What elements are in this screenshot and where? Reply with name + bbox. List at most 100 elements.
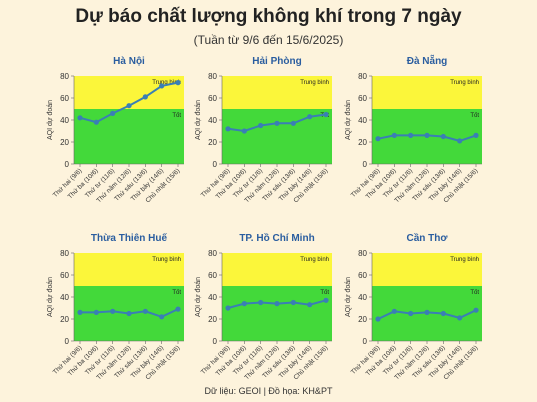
zone-moderate-band xyxy=(372,76,482,109)
data-point xyxy=(175,306,181,312)
y-tick-label: 80 xyxy=(208,249,217,258)
y-tick-label: 0 xyxy=(65,337,70,346)
data-point xyxy=(159,83,165,89)
chart-panel: TP. Hồ Chí Minh Trung bình Tốt 0 20 40 60 80 AQI… xyxy=(195,232,332,381)
y-tick-label: 0 xyxy=(65,160,70,169)
data-point xyxy=(290,120,296,126)
data-point xyxy=(323,297,329,303)
y-tick-label: 60 xyxy=(60,271,69,280)
zone-moderate-band xyxy=(74,253,184,286)
data-point xyxy=(473,307,479,313)
y-axis-label: AQI dự đoán xyxy=(195,100,202,140)
data-point xyxy=(391,308,397,314)
data-point xyxy=(258,299,264,306)
zone-moderate-label: Trung bình xyxy=(152,80,181,86)
y-axis-label: AQI dự đoán xyxy=(47,277,54,317)
zone-moderate-band xyxy=(372,253,482,286)
y-tick-label: 0 xyxy=(363,160,368,169)
y-tick-label: 80 xyxy=(358,72,367,81)
data-point xyxy=(159,314,165,320)
y-tick-label: 20 xyxy=(208,138,217,147)
chart-title: Thừa Thiên Huế xyxy=(91,232,168,244)
y-tick-label: 80 xyxy=(358,249,367,258)
chart-panel: Thừa Thiên Huế Trung bình Tốt 0 20 40 60 80 AQI … xyxy=(47,232,184,381)
data-point xyxy=(241,128,247,134)
data-point xyxy=(225,126,231,132)
y-tick-label: 60 xyxy=(208,271,217,280)
y-tick-label: 60 xyxy=(358,271,367,280)
data-point xyxy=(290,299,296,306)
y-tick-label: 40 xyxy=(208,293,217,302)
y-tick-label: 20 xyxy=(358,138,367,147)
data-point xyxy=(126,310,132,317)
data-point xyxy=(307,114,313,120)
data-point xyxy=(457,315,463,321)
y-axis-label: AQI dự đoán xyxy=(345,100,352,140)
data-point xyxy=(323,111,329,118)
zone-good-label: Tốt xyxy=(470,290,479,296)
data-point xyxy=(142,308,148,314)
zone-moderate-label: Trung bình xyxy=(152,257,181,263)
chart-title: Đà Nẵng xyxy=(407,54,448,67)
y-tick-label: 60 xyxy=(60,94,69,103)
data-point xyxy=(408,132,414,138)
data-point xyxy=(110,308,116,314)
data-point xyxy=(258,122,264,129)
zone-moderate-label: Trung bình xyxy=(300,257,329,263)
data-point xyxy=(110,110,116,116)
zone-good-label: Tốt xyxy=(172,113,181,119)
zone-good-band xyxy=(222,286,332,341)
y-tick-label: 80 xyxy=(60,249,69,258)
data-point xyxy=(375,316,381,322)
data-point xyxy=(126,103,132,109)
zone-moderate-label: Trung bình xyxy=(300,80,329,86)
y-tick-label: 60 xyxy=(358,94,367,103)
y-tick-label: 0 xyxy=(363,337,368,346)
data-point xyxy=(274,301,280,307)
chart-panel: Cần Thơ Trung bình Tốt 0 20 40 60 80 AQI dự đoán… xyxy=(345,232,482,381)
zone-good-label: Tốt xyxy=(320,290,329,296)
zone-moderate-band xyxy=(222,253,332,286)
chart-title: Cần Thơ xyxy=(407,232,449,244)
data-point xyxy=(307,302,313,308)
y-axis-label: AQI dự đoán xyxy=(47,100,54,140)
zone-moderate-label: Trung bình xyxy=(450,257,479,263)
y-tick-label: 60 xyxy=(208,94,217,103)
data-point xyxy=(175,80,181,86)
source-footer: Dữ liệu: GEOI | Đồ họa: KH&PT xyxy=(204,386,333,396)
y-tick-label: 80 xyxy=(208,72,217,81)
zone-moderate-label: Trung bình xyxy=(450,80,479,86)
data-point xyxy=(375,136,381,142)
data-point xyxy=(93,119,99,125)
data-point xyxy=(457,138,463,144)
data-point xyxy=(241,301,247,307)
data-point xyxy=(77,115,83,121)
y-tick-label: 20 xyxy=(60,315,69,324)
y-tick-label: 20 xyxy=(358,315,367,324)
chart-title: Hải Phòng xyxy=(252,56,301,67)
chart-title: Hà Nội xyxy=(113,56,145,67)
data-point xyxy=(93,309,99,315)
data-point xyxy=(77,309,83,315)
zone-good-label: Tốt xyxy=(172,290,181,296)
data-point xyxy=(225,305,231,311)
data-point xyxy=(408,310,414,317)
data-point xyxy=(424,132,430,138)
data-point xyxy=(473,132,479,138)
data-point xyxy=(274,120,280,126)
zone-good-band xyxy=(222,109,332,164)
page-title: Dự báo chất lượng không khí trong 7 ngày xyxy=(75,6,462,27)
y-tick-label: 0 xyxy=(213,337,218,346)
y-tick-label: 40 xyxy=(358,293,367,302)
chart-panel: Đà Nẵng Trung bình Tốt 0 20 40 60 80 AQI dự đoán… xyxy=(345,54,482,204)
data-point xyxy=(391,132,397,138)
data-point xyxy=(424,309,430,315)
y-tick-label: 80 xyxy=(60,72,69,81)
data-point xyxy=(440,133,446,140)
chart-title: TP. Hồ Chí Minh xyxy=(239,232,314,244)
y-tick-label: 20 xyxy=(60,138,69,147)
y-tick-label: 40 xyxy=(60,116,69,125)
